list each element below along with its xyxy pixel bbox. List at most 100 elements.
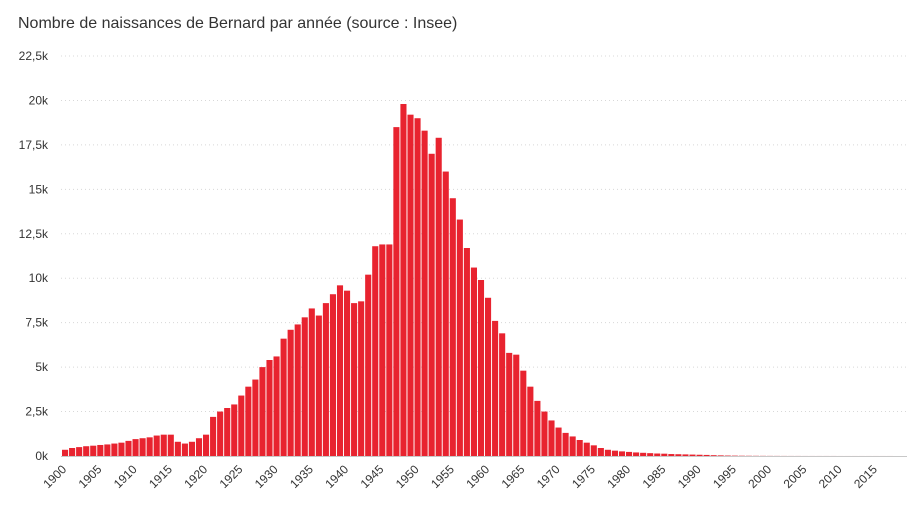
- bar-1910: [132, 439, 139, 456]
- bar-1987: [675, 454, 682, 456]
- x-tick-label: 1975: [569, 462, 598, 491]
- y-tick-label: 7,5k: [25, 316, 49, 330]
- bar-1933: [294, 324, 301, 456]
- x-tick-label: 2015: [851, 462, 880, 491]
- y-tick-label: 0k: [35, 449, 49, 463]
- y-tick-label: 15k: [29, 182, 49, 196]
- bar-1927: [252, 379, 259, 456]
- x-tick-label: 2005: [781, 462, 810, 491]
- bar-1989: [689, 454, 696, 456]
- bar-1913: [153, 435, 160, 456]
- x-tick-label: 1950: [393, 462, 422, 491]
- bar-1908: [118, 442, 125, 456]
- bar-1900: [62, 449, 69, 456]
- bar-1945: [379, 244, 386, 456]
- bar-1939: [336, 285, 344, 456]
- x-tick-label: 1945: [358, 462, 387, 491]
- bar-1940: [344, 290, 351, 456]
- bar-1966: [527, 386, 534, 456]
- bar-1928: [259, 367, 266, 456]
- bar-1970: [555, 427, 562, 456]
- bar-1971: [562, 432, 569, 456]
- bar-1956: [456, 219, 463, 456]
- bar-1929: [266, 360, 273, 456]
- bar-1907: [111, 443, 118, 456]
- bar-1953: [435, 137, 442, 456]
- bar-1902: [76, 447, 83, 456]
- bar-1952: [428, 153, 435, 456]
- bar-1986: [668, 454, 675, 456]
- bar-1955: [449, 198, 456, 456]
- bar-1916: [174, 441, 181, 456]
- y-tick-label: 2,5k: [25, 405, 49, 419]
- x-tick-label: 1995: [710, 462, 739, 491]
- bar-1936: [315, 315, 322, 456]
- bar-1947: [393, 127, 400, 456]
- bar-1925: [238, 395, 245, 456]
- bar-1977: [604, 449, 611, 456]
- bars: [62, 104, 893, 457]
- bar-1982: [640, 452, 647, 456]
- bar-1946: [386, 244, 393, 456]
- bar-1961: [492, 320, 499, 456]
- bar-1958: [470, 267, 477, 456]
- bar-1905: [97, 444, 104, 456]
- y-tick-label: 12,5k: [19, 227, 49, 241]
- bar-1964: [513, 354, 520, 456]
- bar-1935: [308, 308, 315, 456]
- bar-1985: [661, 453, 668, 456]
- x-tick-label: 1985: [640, 462, 669, 491]
- bar-1926: [245, 386, 252, 456]
- bar-1993: [717, 455, 724, 456]
- y-tick-label: 5k: [35, 360, 49, 374]
- x-tick-label: 1940: [322, 462, 351, 491]
- bar-1918: [188, 441, 195, 456]
- bar-1941: [351, 303, 358, 456]
- x-tick-label: 1970: [534, 462, 563, 491]
- bar-1968: [541, 411, 548, 456]
- x-tick-label: 1980: [604, 462, 633, 491]
- bar-1962: [499, 333, 506, 456]
- bar-1944: [372, 246, 379, 456]
- bar-1990: [696, 454, 703, 456]
- bar-1963: [506, 352, 513, 456]
- bar-1932: [287, 329, 294, 456]
- x-tick-label: 1935: [287, 462, 316, 491]
- y-axis-ticks: 0k 2,5k 5k 7,5k 10k 12,5k 15k 17,5k 20k 22,5k: [19, 49, 49, 463]
- x-tick-label: 1910: [111, 462, 140, 491]
- bar-1980: [626, 451, 633, 456]
- bar-1981: [633, 452, 640, 456]
- bar-1937: [322, 303, 329, 456]
- bar-1976: [597, 448, 604, 456]
- bar-1923: [224, 408, 231, 456]
- bar-1920: [203, 434, 210, 456]
- bar-1943: [365, 274, 372, 456]
- bar-1915: [167, 434, 174, 456]
- bar-1974: [583, 442, 590, 456]
- x-tick-label: 2010: [816, 462, 845, 491]
- bar-1975: [590, 445, 597, 456]
- bar-1930: [273, 356, 280, 456]
- bar-1948: [400, 104, 407, 456]
- bar-1942: [358, 301, 365, 456]
- bar-1912: [146, 437, 153, 456]
- bar-1950: [414, 118, 421, 456]
- bar-1965: [520, 370, 527, 456]
- x-tick-label: 1905: [76, 462, 105, 491]
- x-axis-ticks: 1900 1905 1910 1915 1920 1925 1930 1935 1940 1945…: [40, 462, 880, 491]
- bar-1904: [90, 445, 97, 456]
- bar-1919: [195, 438, 203, 456]
- x-tick-label: 2000: [745, 462, 774, 491]
- bar-1931: [280, 338, 287, 456]
- bar-1959: [477, 280, 485, 456]
- bar-1922: [217, 411, 224, 456]
- bar-1949: [407, 114, 414, 457]
- y-tick-label: 20k: [29, 93, 49, 107]
- x-tick-label: 1900: [40, 462, 69, 491]
- x-tick-label: 1930: [252, 462, 281, 491]
- x-tick-label: 1990: [675, 462, 704, 491]
- x-tick-label: 1960: [463, 462, 492, 491]
- y-tick-label: 22,5k: [19, 49, 49, 63]
- x-tick-label: 1925: [217, 462, 246, 491]
